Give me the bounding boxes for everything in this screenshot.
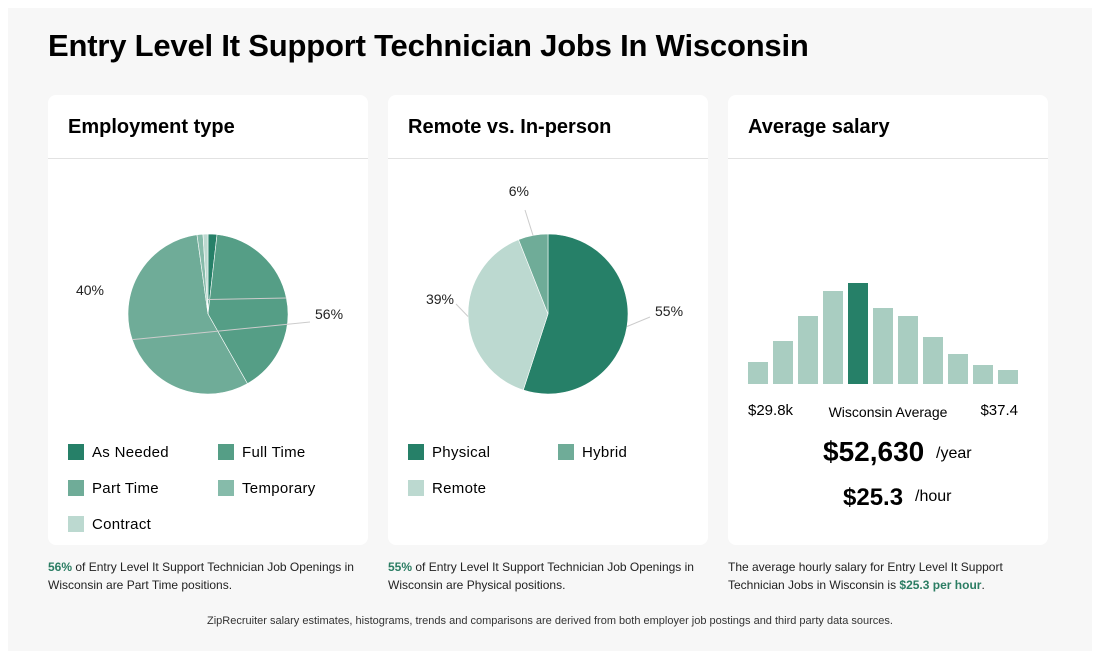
legend-label-physical: Physical [432,443,491,461]
pie-label-full-time: 40% [76,282,104,298]
employment-note: 56% of Entry Level It Support Technician… [48,558,368,594]
salary-bar [823,291,843,384]
pie-slice-contract [202,233,209,315]
legend-label-hybrid: Hybrid [582,443,628,461]
legend-swatch-hybrid [558,444,574,460]
pie-slice-remote [467,239,549,391]
footer-disclaimer: ZipRecruiter salary estimates, histogram… [207,615,893,627]
salary-max-label: $37.4 [980,402,1018,419]
legend-item-as-needed: As Needed [68,442,169,462]
salary-note-highlight: $25.3 per hour [899,578,982,592]
salary-bar [848,283,868,384]
legend-item-full-time: Full Time [218,442,306,462]
legend-item-contract: Contract [68,514,151,534]
legend-swatch-contract [68,516,84,532]
salary-card: Average salary $29.8k Wisconsin Average … [728,95,1048,545]
pie-slice-physical [522,233,629,395]
legend-swatch-physical [408,444,424,460]
salary-histogram [748,283,1018,384]
pie-label-physical: 55% [655,303,683,319]
salary-bar [873,308,893,384]
legend-swatch-temporary [218,480,234,496]
salary-bar [973,365,993,384]
salary-yearly-unit: /year [936,445,972,462]
salary-center-label: Wisconsin Average [828,404,948,420]
salary-bar [773,341,793,384]
legend-swatch-as-needed [68,444,84,460]
employment-type-title: Employment type [48,95,368,159]
legend-label-remote: Remote [432,479,487,497]
remote-pie: 55% 39% 6% [426,183,683,395]
salary-note-end: . [981,578,985,592]
pie-label-leader-remote [455,303,469,317]
salary-bar [948,354,968,384]
salary-title: Average salary [728,95,1048,159]
legend-swatch-part-time [68,480,84,496]
salary-hourly-unit: /hour [915,488,952,505]
legend-label-contract: Contract [92,515,152,533]
employment-type-card: Employment type 40% 56% As Needed Full Tim… [48,95,368,545]
salary-hourly-value: $25.3 [843,484,904,511]
pie-label-remote: 39% [426,291,454,307]
legend-label-part-time: Part Time [92,479,159,497]
legend-item-remote: Remote [408,478,486,498]
page-title: Entry Level It Support Technician Jobs I… [48,28,809,63]
salary-bar [798,316,818,384]
pie-label-part-time: 56% [315,306,343,322]
salary-bar [898,316,918,384]
legend-label-as-needed: As Needed [92,443,169,461]
legend-item-physical: Physical [408,442,490,462]
salary-bar [923,337,943,384]
page: Entry Level It Support Technician Jobs I… [8,8,1092,651]
legend-swatch-full-time [218,444,234,460]
legend-swatch-remote [408,480,424,496]
remote-note: 55% of Entry Level It Support Technician… [388,558,708,594]
remote-note-text: of Entry Level It Support Technician Job… [388,560,694,592]
employment-note-highlight: 56% [48,560,73,574]
remote-title: Remote vs. In-person [388,95,708,159]
pie-slice-hybrid [518,233,549,315]
salary-note: The average hourly salary for Entry Leve… [728,558,1028,594]
pie-label-leader-physical [626,316,651,327]
remote-note-highlight: 55% [388,560,413,574]
salary-note-text: The average hourly salary for Entry Leve… [728,560,1003,592]
employment-note-text: of Entry Level It Support Technician Job… [48,560,354,592]
legend-label-temporary: Temporary [242,479,316,497]
salary-min-label: $29.8k [748,402,794,419]
pie-label-leader-part-time [132,321,311,341]
pie-label-leader-hybrid [524,209,534,236]
legend-item-hybrid: Hybrid [558,442,627,462]
remote-card: Remote vs. In-person 55% 39% 6% Physical Hy… [388,95,708,545]
legend-item-part-time: Part Time [68,478,159,498]
salary-bar [998,370,1018,384]
legend-label-full-time: Full Time [242,443,306,461]
pie-label-hybrid: 6% [509,183,529,199]
legend-item-temporary: Temporary [218,478,316,498]
employment-type-pie: 40% 56% [76,233,343,395]
salary-yearly-value: $52,630 [823,436,925,467]
salary-bar [748,362,768,384]
